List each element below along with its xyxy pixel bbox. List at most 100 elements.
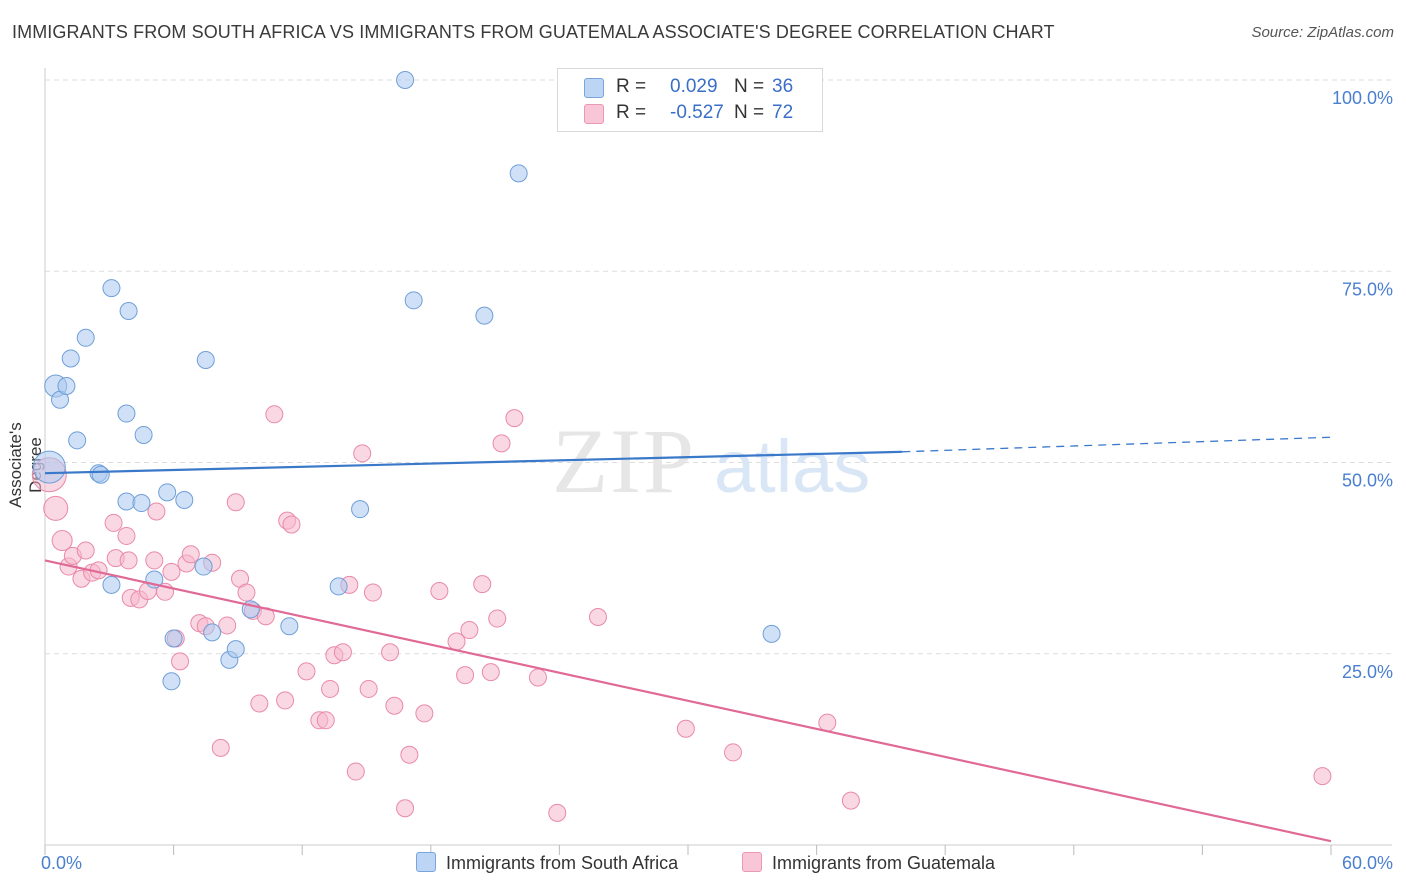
point-guatemala [104,513,123,532]
trend-line-south-africa [44,450,903,475]
point-south-africa [404,291,423,310]
legend-swatch-pink [584,104,604,124]
point-south-africa [762,624,781,643]
point-guatemala [363,583,382,602]
legend-r-value: -0.527 [670,102,724,123]
point-guatemala [505,409,524,428]
point-guatemala [276,691,295,710]
point-guatemala [76,541,95,560]
point-guatemala [162,562,181,581]
point-guatemala [430,582,449,601]
point-guatemala [488,609,507,628]
point-guatemala [250,694,269,713]
chart-title: IMMIGRANTS FROM SOUTH AFRICA VS IMMIGRAN… [12,22,1055,42]
point-guatemala [43,495,69,521]
y-tick-label: 100.0% [1332,88,1393,108]
point-south-africa [164,629,183,648]
point-guatemala [528,668,547,687]
point-guatemala [297,662,316,681]
point-guatemala [333,643,352,662]
point-south-africa [102,575,121,594]
point-guatemala [724,743,743,762]
point-guatemala [346,762,365,781]
trend-line-south-africa-projection [902,436,1332,453]
point-guatemala [841,791,860,810]
point-south-africa [117,492,136,511]
tick-labels: 25.0% 50.0% 75.0% 100.0% 0.0% 60.0% [41,88,1393,873]
x-tick-label: 60.0% [1342,853,1393,873]
point-south-africa [57,377,76,395]
point-guatemala [818,713,837,732]
legend-r-value: 0.029 [670,76,718,97]
watermark: ZIP atlas [552,410,870,512]
point-guatemala [265,405,284,424]
bottom-legend-south-africa: Immigrants from South Africa [416,852,678,874]
point-south-africa [119,302,138,321]
point-south-africa [475,306,494,325]
bottom-legend-guatemala: Immigrants from Guatemala [742,852,995,874]
point-guatemala [1313,767,1332,786]
point-guatemala [415,704,434,723]
point-guatemala [226,493,245,512]
point-south-africa [351,500,370,519]
point-south-africa [68,431,87,450]
legend-n-value: 72 [772,102,794,123]
point-guatemala [218,616,237,635]
point-guatemala [171,652,190,671]
point-south-africa [91,465,110,484]
series-south-africa-points [32,71,781,691]
point-south-africa [162,672,181,691]
point-guatemala [588,608,607,627]
point-guatemala [237,583,256,602]
y-tick-label: 75.0% [1342,279,1393,299]
y-tick-label: 25.0% [1342,662,1393,682]
point-guatemala [353,444,372,463]
point-guatemala [481,663,500,682]
legend-n-label: N = [734,76,765,97]
legend-r-label: R = [616,102,647,123]
legend-r-label: R = [616,76,647,97]
point-south-africa [196,350,215,369]
point-guatemala [396,799,415,818]
series-guatemala-points [31,405,1332,822]
point-guatemala [381,643,400,662]
point-guatemala [119,551,138,570]
point-south-africa [102,279,121,298]
point-south-africa [76,328,95,347]
point-guatemala [117,526,136,545]
point-guatemala [147,502,166,521]
point-south-africa [132,494,151,513]
point-guatemala [473,575,492,594]
point-south-africa [203,623,222,642]
point-south-africa [61,349,80,368]
point-guatemala [548,803,567,822]
point-south-africa [158,483,177,502]
point-guatemala [51,530,73,552]
point-south-africa [32,450,66,484]
point-south-africa [175,490,194,509]
legend-swatch-blue [584,78,604,98]
point-guatemala [316,711,335,730]
point-south-africa [134,425,153,444]
point-south-africa [396,71,415,89]
source-label: Source: ZipAtlas.com [1251,24,1394,41]
point-guatemala [676,719,695,738]
point-south-africa [509,164,528,183]
point-south-africa [226,640,245,659]
point-guatemala [145,551,164,570]
point-guatemala [211,738,230,757]
point-south-africa [329,577,348,596]
point-guatemala [385,696,404,715]
legend-n-value: 36 [772,76,794,97]
legend-n-label: N = [734,102,765,123]
point-south-africa [280,617,299,636]
point-south-africa [194,557,213,576]
point-guatemala [456,666,475,685]
gridlines [45,79,1392,655]
trend-line-guatemala [44,559,1332,843]
point-south-africa [117,404,136,423]
bottom-legend-swatch-blue [416,852,436,872]
point-guatemala [400,745,419,764]
point-guatemala [181,545,200,564]
